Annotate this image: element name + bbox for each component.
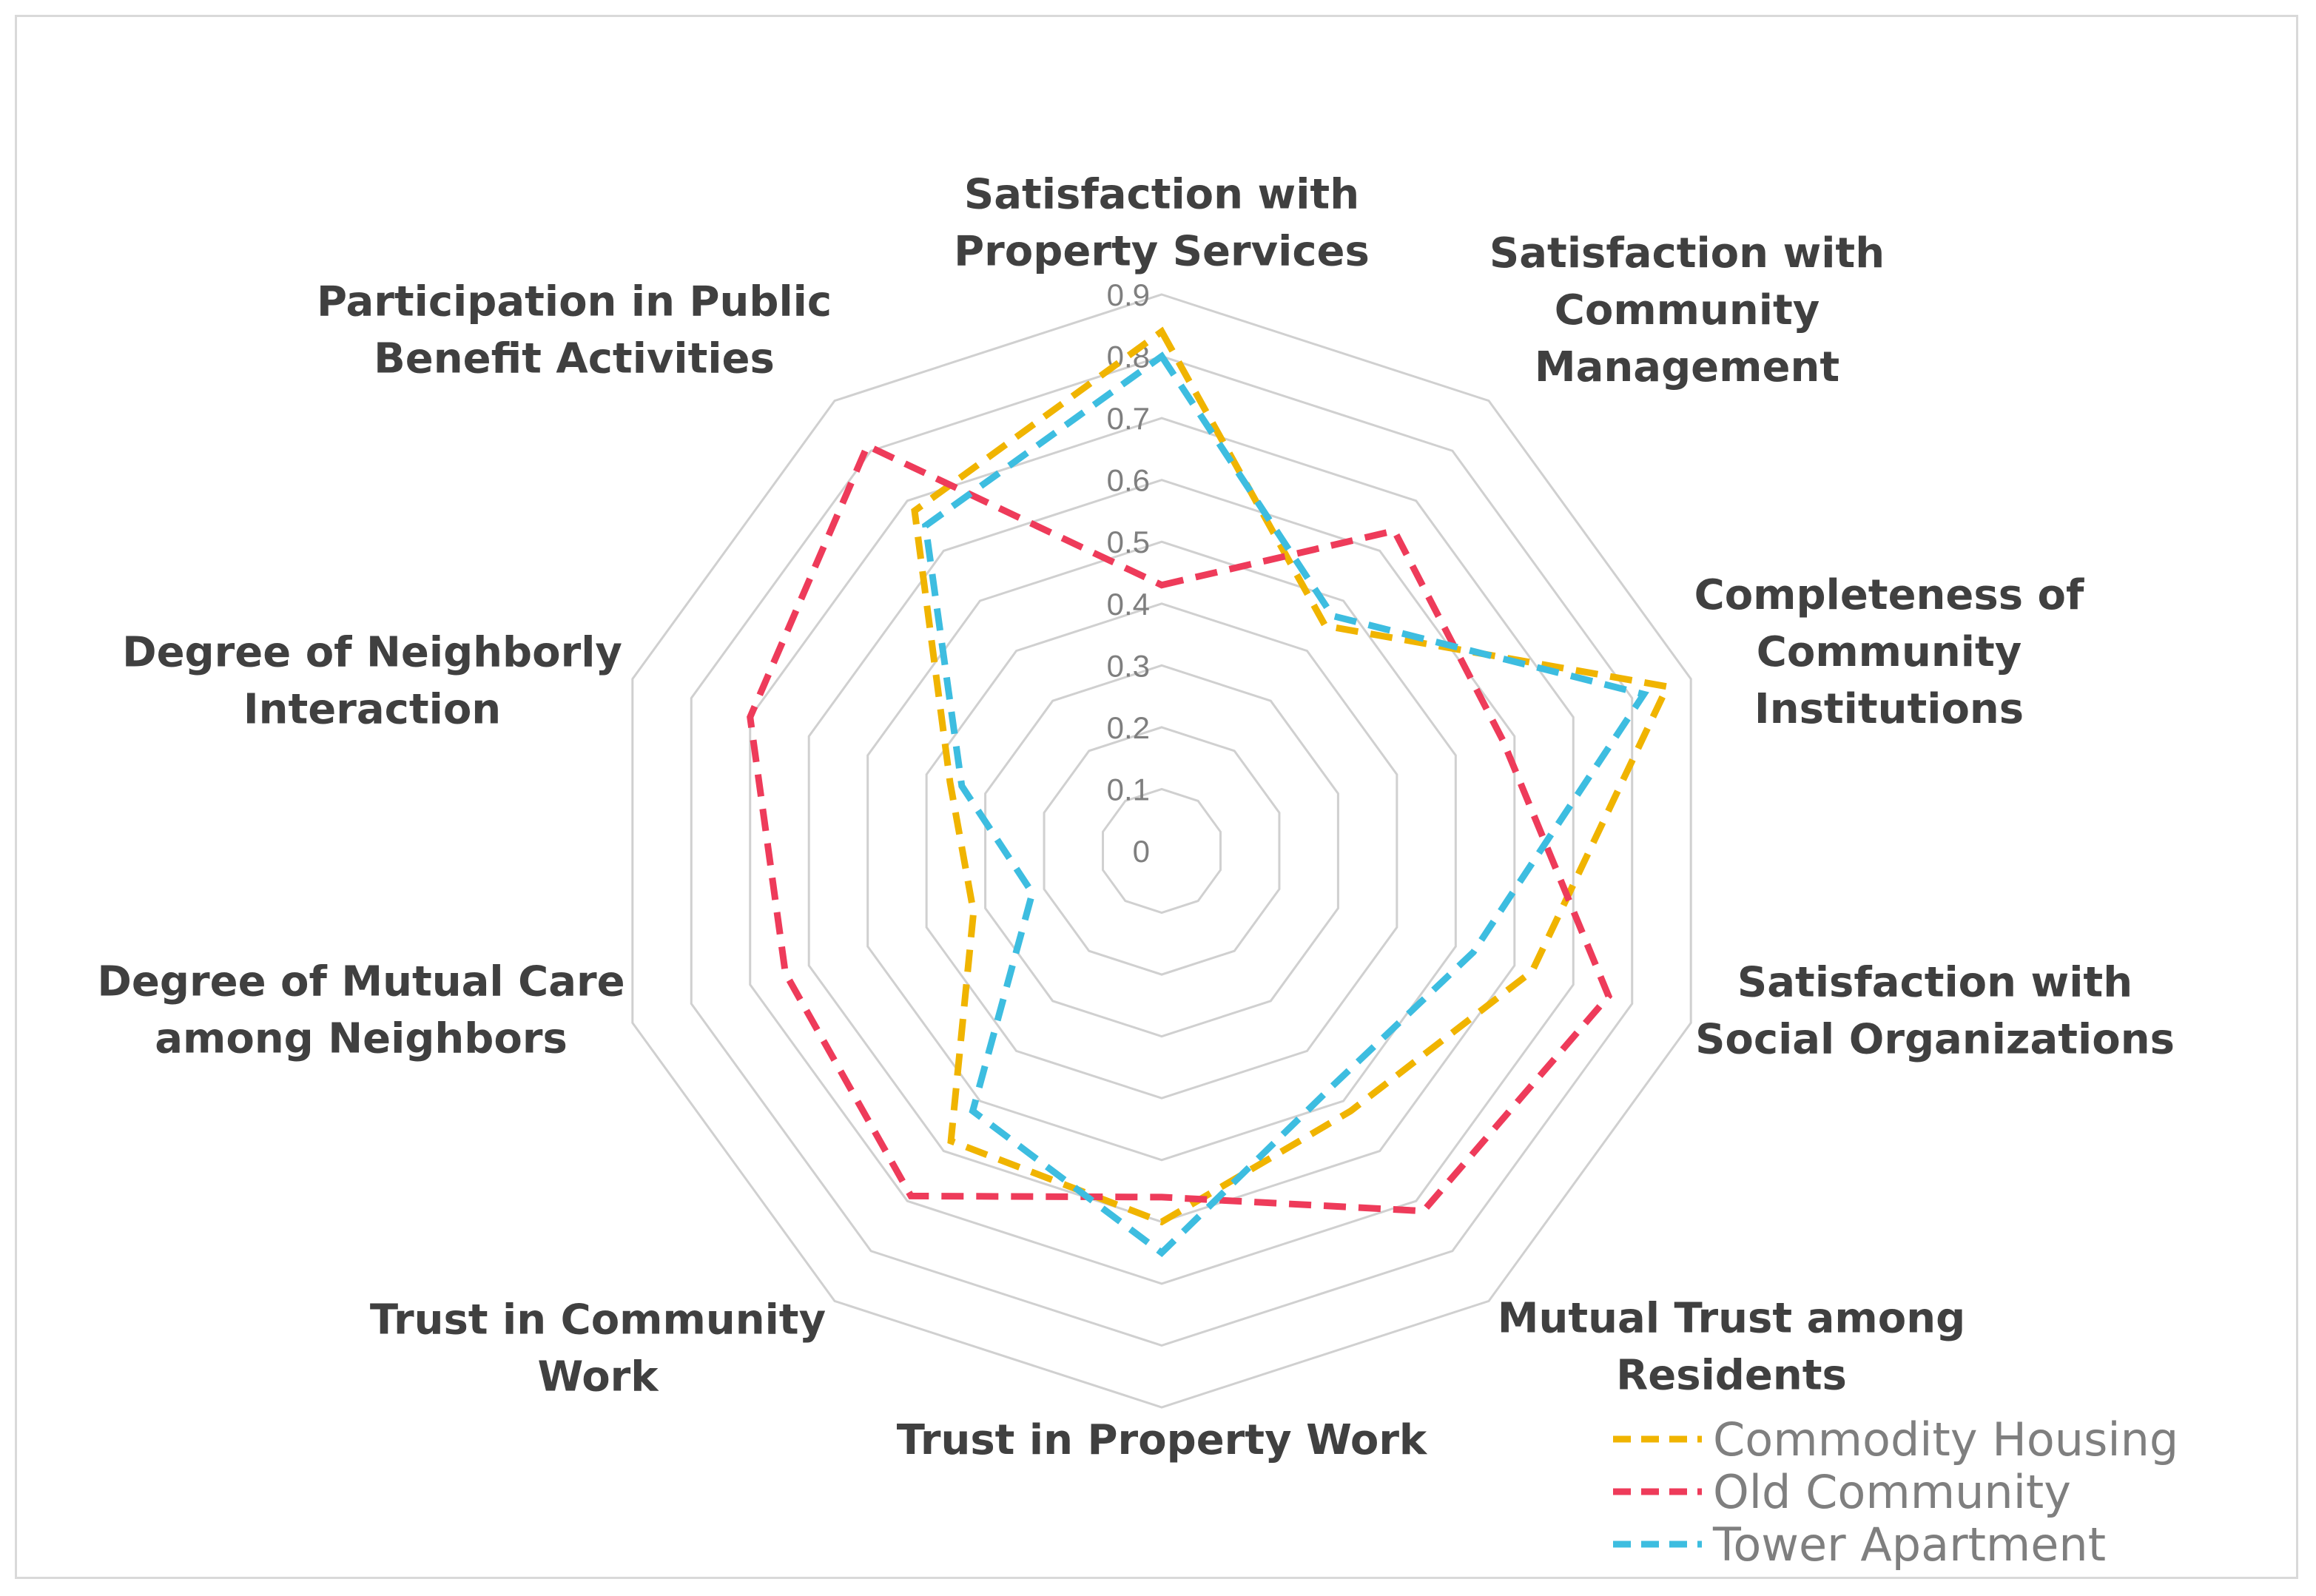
grid-ring-0.2 (1043, 726, 1281, 976)
category-label: Degree of Mutual Care among Neighbors (97, 958, 625, 1063)
grid-ring-0.3 (984, 664, 1339, 1038)
series-line (921, 351, 1649, 1258)
category-label: Satisfaction with Community Management (1489, 229, 1885, 391)
grid-ring-0.8 (690, 354, 1634, 1347)
tick-label: 0.3 (1107, 648, 1150, 683)
grid-ring-0.7 (749, 417, 1575, 1285)
legend-label: Commodity Housing (1713, 1413, 2178, 1467)
category-label: Degree of Neighborly Interaction (122, 629, 622, 734)
tick-label: 0 (1133, 834, 1150, 869)
series-layer (747, 326, 1673, 1258)
radial-axis-ticks: 00.10.20.30.40.50.60.70.80.9 (1107, 277, 1150, 869)
grid-ring-0.9 (631, 293, 1692, 1409)
category-label: Satisfaction with Social Organizations (1695, 959, 2175, 1064)
series-line (747, 441, 1613, 1215)
tick-label: 0.1 (1107, 772, 1150, 807)
chart-frame (15, 15, 2298, 1579)
category-labels: Satisfaction with Property Services Satisf… (97, 171, 2175, 1465)
legend-item: Old Community (1613, 1465, 2071, 1519)
tick-label: 0.2 (1107, 710, 1150, 745)
category-label: Trust in Property Work (897, 1416, 1428, 1464)
category-label: Mutual Trust among Residents (1498, 1295, 1965, 1400)
legend-label: Tower Apartment (1712, 1518, 2106, 1572)
radar-grid (631, 293, 1692, 1409)
legend-item: Commodity Housing (1613, 1413, 2178, 1467)
grid-ring-0.4 (925, 602, 1398, 1100)
category-label: Trust in Community Work (370, 1296, 826, 1401)
tick-label: 0.4 (1107, 587, 1150, 622)
series-line (911, 326, 1673, 1226)
tick-label: 0.5 (1107, 525, 1150, 559)
legend-item: Tower Apartment (1613, 1518, 2106, 1572)
tick-label: 0.6 (1107, 463, 1150, 498)
legend-label: Old Community (1713, 1465, 2071, 1519)
category-label: Completeness of Community Institutions (1694, 571, 2084, 733)
grid-ring-0.6 (807, 479, 1516, 1223)
category-label: Satisfaction with Property Services (954, 171, 1370, 276)
grid-ring-0.5 (866, 540, 1457, 1162)
tick-label: 0.9 (1107, 277, 1150, 312)
grid-ring-0.1 (1102, 787, 1222, 915)
tick-label: 0.7 (1107, 401, 1150, 436)
category-label: Participation in Public Benefit Activitie… (317, 278, 832, 383)
